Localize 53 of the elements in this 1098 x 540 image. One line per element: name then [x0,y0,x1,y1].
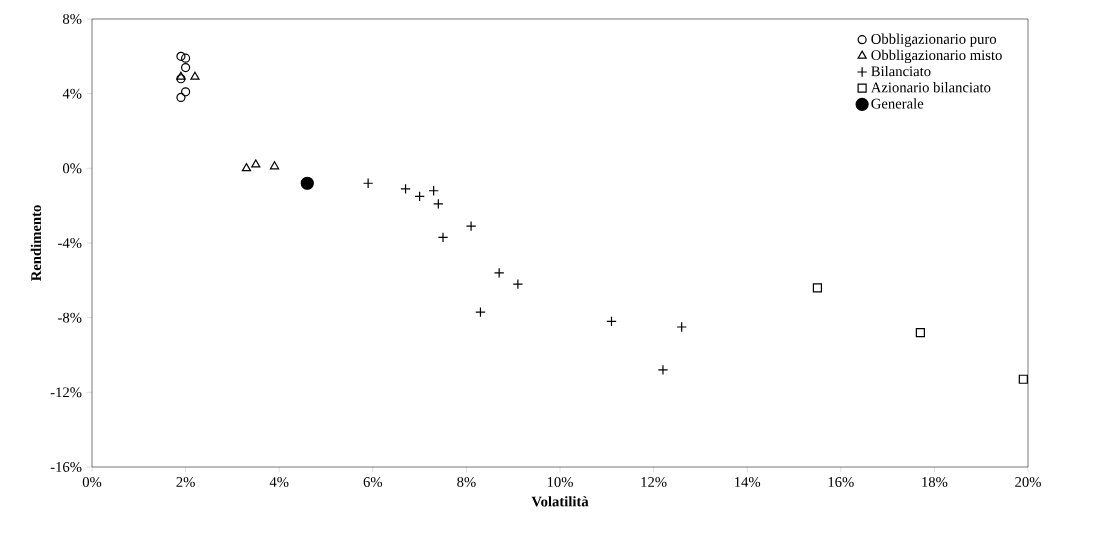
point [1018,374,1028,384]
point [812,283,823,293]
point [512,278,524,290]
x-tick-label: 4% [269,477,289,487]
x-tick-label: 10% [547,477,573,487]
point [428,185,439,196]
point [493,267,505,279]
legend-label: Obbligazionario misto [871,49,1002,64]
point [362,178,374,189]
legend-label: Generale [871,98,924,109]
point [657,364,669,376]
x-tick-label: 0% [82,477,102,487]
x-axis-title: Volatilità [531,496,589,507]
legend-label: Obbligazionario puro [871,33,997,47]
point [433,198,444,210]
x-tick-label: 12% [641,477,667,487]
point [181,87,191,97]
y-tick-label: -16% [50,462,82,472]
point [437,232,449,243]
point [181,62,191,73]
x-tick-label: 18% [922,477,948,487]
legend-label: Bilanciato [871,65,931,77]
y-tick-label: 8% [62,14,82,24]
y-tick-label: -4% [58,238,82,248]
y-tick-label: 0% [62,163,82,174]
x-tick-label: 8% [457,477,476,487]
point [176,71,186,80]
point [241,163,252,172]
y-axis-title: Rendimento [30,205,42,282]
y-tick-label: -8% [58,312,82,323]
x-tick-label: 16% [828,477,854,487]
point [181,53,191,63]
point [414,191,425,202]
legend-label: Azionario bilanciato [870,82,991,93]
point [176,74,186,84]
point [676,321,687,333]
point [176,92,186,102]
point [465,220,477,232]
point [176,51,186,61]
y-tick-label: 4% [62,88,82,99]
point [606,316,617,327]
x-tick-label: 6% [363,477,383,487]
x-tick-label: 20% [1015,477,1041,487]
point [269,161,280,170]
y-tick-label: -12% [50,387,82,398]
x-tick-label: 14% [735,477,761,487]
point [300,176,314,190]
point [400,183,411,195]
point [190,71,200,80]
x-tick-label: 2% [176,477,195,487]
point [915,328,925,338]
point [475,306,486,318]
point [251,159,261,168]
